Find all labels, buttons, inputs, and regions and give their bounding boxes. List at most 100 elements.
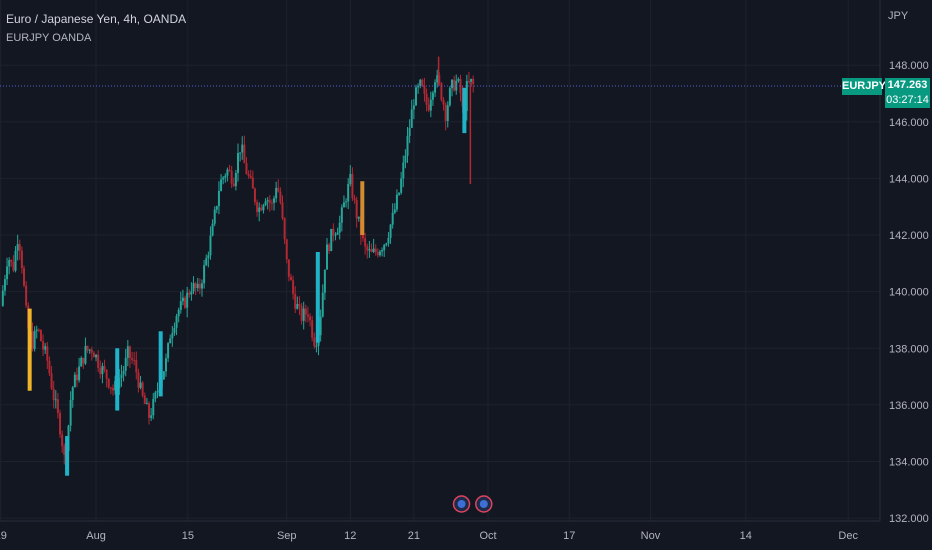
candle-body	[325, 244, 328, 270]
candle-body	[50, 373, 53, 389]
x-tick-label: 21	[408, 530, 420, 542]
candle-body	[188, 292, 191, 295]
highlight-bar	[27, 308, 32, 391]
candle-body	[319, 316, 322, 336]
candle-body	[408, 127, 411, 136]
symbol-title[interactable]: Euro / Japanese Yen, 4h, OANDA	[6, 12, 187, 26]
candle-body	[304, 308, 307, 315]
candle-body	[52, 388, 55, 400]
candle-body	[186, 292, 189, 308]
calendar-event-icon-core	[479, 500, 488, 508]
candle-body	[16, 244, 19, 251]
candle-body	[302, 308, 305, 321]
candle-body	[162, 371, 165, 380]
candle-body	[135, 360, 138, 373]
price-axis[interactable]: 148.000 146.000 144.000 142.000 140.000 138.0…	[889, 60, 929, 525]
candle-body	[251, 177, 254, 189]
candle-body	[260, 207, 263, 211]
candle-body	[184, 297, 187, 308]
candle-body	[434, 82, 437, 93]
candle-body	[8, 260, 11, 267]
y-tick-label: 132.000	[889, 513, 929, 525]
highlight-bar	[462, 87, 467, 134]
candle-body	[190, 291, 193, 295]
candle-body	[86, 345, 89, 351]
candle-body	[137, 372, 140, 388]
x-tick-label: 17	[563, 530, 575, 542]
candle-body	[215, 206, 218, 210]
candle-body	[63, 446, 66, 456]
candle-body	[152, 398, 155, 416]
candle-body	[90, 349, 93, 353]
candle-body	[171, 333, 174, 339]
candle-body	[457, 78, 460, 81]
candle-body	[398, 192, 401, 195]
candle-body	[18, 244, 21, 251]
candle-body	[37, 329, 40, 331]
candle-body	[175, 316, 178, 328]
candle-body	[211, 223, 214, 236]
candle-body	[145, 403, 148, 405]
candle-body	[421, 79, 424, 86]
candle-body	[342, 202, 345, 208]
calendar-event-icon-core	[457, 500, 466, 508]
candle-body	[42, 341, 45, 350]
candle-body	[56, 399, 59, 413]
y-tick-label: 136.000	[889, 400, 929, 412]
candle-body	[262, 205, 265, 211]
candle-body	[6, 266, 9, 280]
candle-body	[48, 360, 51, 374]
candle-body	[459, 78, 462, 94]
candle-body	[306, 314, 309, 317]
candle-body	[370, 249, 373, 252]
highlight-bar	[158, 331, 163, 397]
candle-body	[154, 392, 157, 399]
candle-body	[217, 190, 220, 207]
event-markers[interactable]	[452, 495, 493, 513]
y-tick-label: 142.000	[889, 230, 929, 242]
candle-body	[414, 87, 417, 106]
candle-body	[84, 345, 87, 364]
candle-body	[419, 79, 422, 87]
candle-body	[298, 304, 301, 306]
candle-body	[209, 235, 212, 256]
candle-body	[406, 135, 409, 156]
candle-body	[451, 79, 454, 89]
candle-body	[220, 179, 223, 191]
candle-body	[120, 374, 123, 379]
candle-body	[268, 200, 271, 203]
candle-body	[387, 237, 390, 244]
time-axis[interactable]: 19 Aug 15 Sep 12 21 Oct 17 Nov 14 Dec	[0, 530, 858, 542]
candle-body	[334, 234, 337, 236]
chart-legend: Euro / Japanese Yen, 4h, OANDA EURJPY OA…	[6, 12, 186, 44]
candle-body	[336, 232, 339, 235]
x-tick-label: 19	[0, 530, 7, 542]
last-price-tag: 147.263 03:27:14	[885, 77, 930, 108]
candle-body	[234, 172, 237, 187]
currency-unit: JPY	[888, 10, 909, 22]
candle-body	[46, 346, 49, 361]
candle-body	[366, 246, 369, 251]
candle-body	[230, 170, 233, 184]
candle-body	[442, 99, 445, 105]
candle-body	[243, 144, 246, 164]
candle-body	[355, 199, 358, 219]
y-tick-label: 134.000	[889, 457, 929, 469]
candle-body	[232, 183, 235, 187]
candle-body	[313, 337, 316, 347]
candle-body	[33, 330, 36, 350]
candle-body	[126, 346, 129, 358]
indicator-label[interactable]: EURJPY OANDA	[6, 32, 92, 44]
candle-body	[103, 366, 106, 370]
candle-body	[328, 244, 331, 252]
candle-body	[347, 183, 350, 202]
candle-body	[311, 320, 314, 338]
candle-body	[12, 261, 15, 271]
candle-body	[194, 283, 197, 289]
candle-body	[71, 387, 74, 400]
y-tick-label: 140.000	[889, 287, 929, 299]
candle-body	[429, 99, 432, 111]
candle-body	[296, 304, 299, 309]
candle-body	[205, 258, 208, 266]
